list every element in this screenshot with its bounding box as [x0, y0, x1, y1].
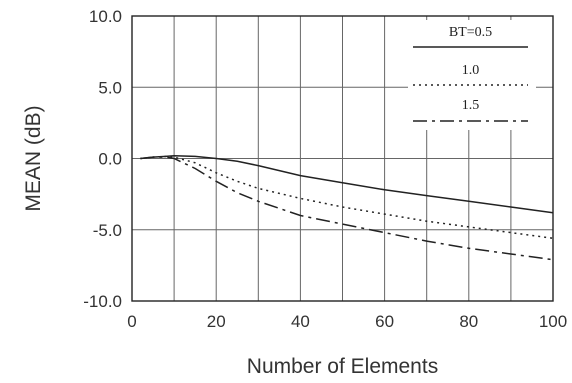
- x-tick-label: 60: [375, 312, 394, 331]
- series-group: [140, 154, 554, 261]
- y-tick-labels: -10.0 -5.0 0.0 5.0 10.0: [83, 7, 122, 311]
- legend-label: 1.5: [462, 98, 480, 113]
- x-axis-title: Number of Elements: [247, 355, 438, 378]
- y-tick-label: -5.0: [93, 221, 122, 240]
- grid: [132, 16, 553, 301]
- y-axis-title: MEAN (dB): [22, 105, 45, 211]
- legend-background: [408, 20, 536, 130]
- y-tick-label: -10.0: [83, 292, 122, 311]
- x-tick-labels: 0 20 40 60 80 100: [127, 312, 567, 331]
- x-tick-label: 100: [539, 312, 567, 331]
- x-tick-label: 40: [291, 312, 310, 331]
- y-tick-label: 5.0: [98, 78, 122, 97]
- series-line-3: [140, 156, 554, 261]
- legend-label: 1.0: [462, 63, 480, 78]
- x-tick-label: 0: [127, 312, 136, 331]
- series-line-2: [140, 155, 554, 240]
- legend: BT=0.5 1.0 1.5: [408, 20, 536, 130]
- y-tick-label: 0.0: [98, 150, 122, 169]
- legend-label: BT=0.5: [449, 25, 492, 40]
- x-tick-label: 80: [459, 312, 478, 331]
- y-tick-label: 10.0: [89, 7, 122, 26]
- plot-frame: [131, 15, 554, 302]
- series-line-1: [140, 154, 554, 214]
- x-tick-label: 20: [207, 312, 226, 331]
